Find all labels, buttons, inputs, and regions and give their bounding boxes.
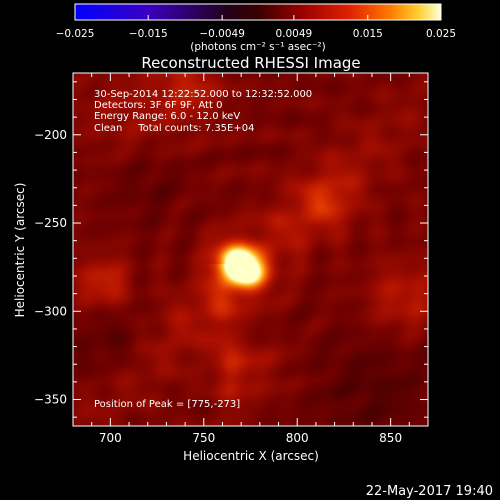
y-tick-label: −200 [34,128,67,142]
x-tick-label: 750 [192,431,215,445]
colorbar-tick-label: 0.025 [426,28,456,40]
annotation-time-range: 30-Sep-2014 12:22:52.000 to 12:32:52.000 [94,89,312,100]
x-axis-label: Heliocentric X (arcsec) [183,449,319,463]
x-tick-label: 850 [379,431,402,445]
peak-position-label: Position of Peak = [775,-273] [94,399,240,410]
x-tick-label: 700 [99,431,122,445]
heatmap-canvas [73,73,428,426]
chart-title: Reconstructed RHESSI Image [141,54,360,72]
image-area [73,73,428,426]
colorbar-tick-label: −0.025 [56,28,95,40]
annotation-clean-counts: Clean Total counts: 7.35E+04 [94,123,254,134]
colorbar-unit-label: (photons cm⁻² s⁻¹ asec⁻²) [190,41,325,53]
annotation-energy-range: Energy Range: 6.0 - 12.0 keV [94,111,240,122]
colorbar-tick-label: 0.0049 [275,28,312,40]
axis-ticks: 700 750 800 850 −200 −250 −300 −350 [34,73,429,445]
y-axis-label: Heliocentric Y (arcsec) [13,183,27,318]
plot-frame [72,72,429,427]
colorbar [74,3,442,21]
colorbar-tick-label: 0.015 [353,28,383,40]
y-tick-label: −250 [34,216,67,230]
footer-date: 22-May-2017 19:40 [366,484,493,499]
annotation-detectors: Detectors: 3F 6F 9F, Att 0 [94,100,222,111]
x-tick-label: 800 [286,431,309,445]
y-tick-label: −300 [34,304,67,318]
colorbar-ticks: −0.025 −0.015 −0.0049 0.0049 0.015 0.025 [56,15,456,40]
colorbar-tick-label: −0.0049 [199,28,245,40]
y-tick-label: −350 [34,393,67,407]
colorbar-tick-label: −0.015 [129,28,168,40]
